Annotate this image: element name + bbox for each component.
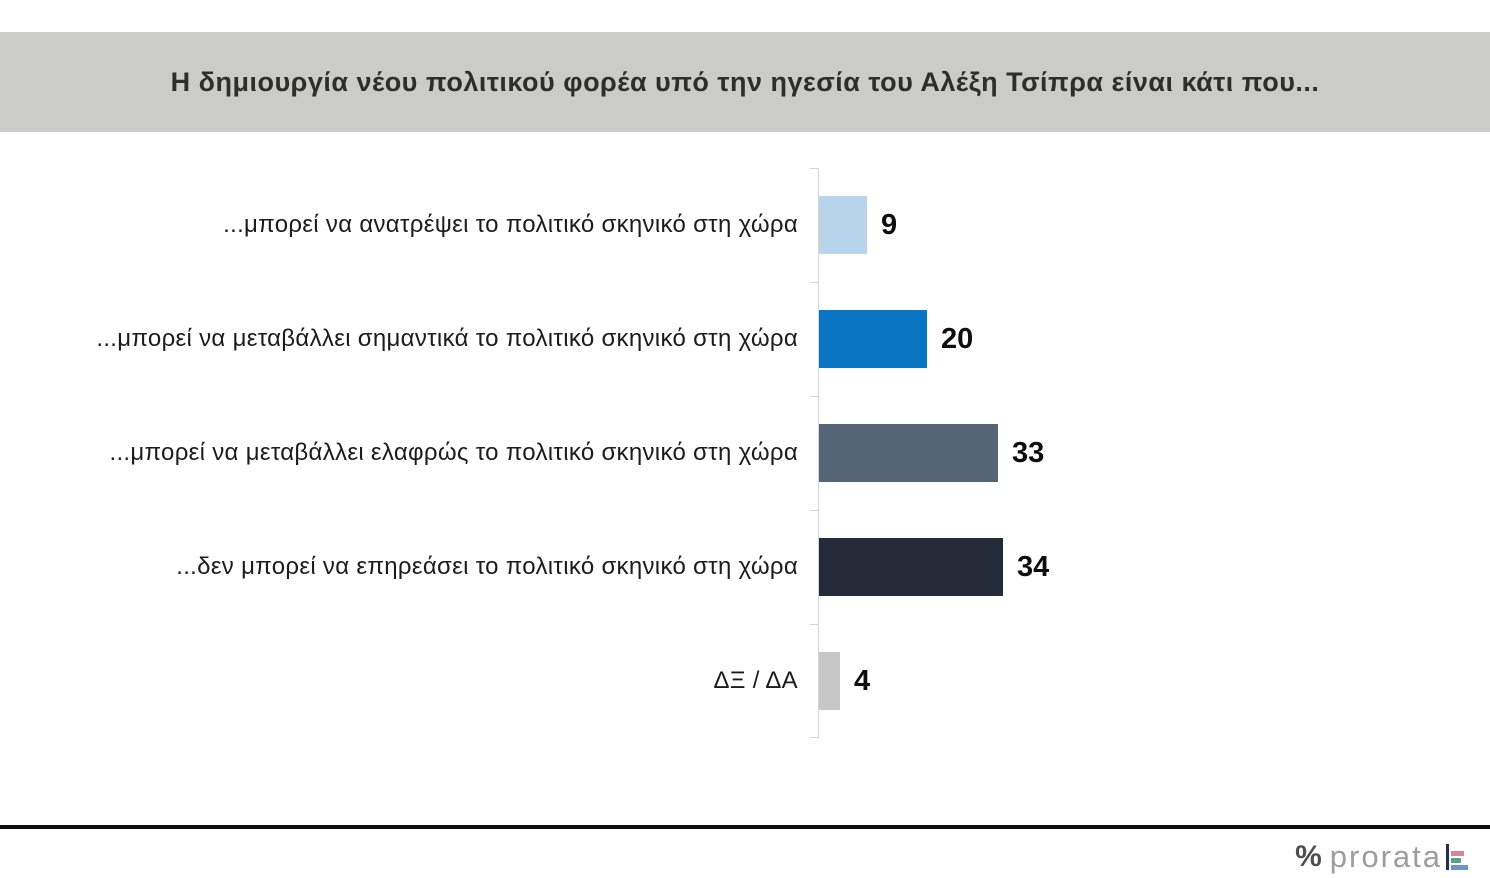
logo-mini-bar-blue xyxy=(1451,865,1468,870)
chart-title: Η δημιουργία νέου πολιτικού φορέα υπό τη… xyxy=(170,66,1320,97)
value-label: 34 xyxy=(1017,550,1050,583)
bar-zone: 9 xyxy=(818,168,1490,282)
mini-bar-chart-icon xyxy=(1446,844,1468,870)
header-band: Η δημιουργία νέου πολιτικού φορέα υπό τη… xyxy=(0,32,1490,132)
bar-fill xyxy=(818,196,867,254)
bar-row: ...δεν μπορεί να επηρεάσει το πολιτικό σ… xyxy=(0,510,1490,624)
category-label: ...μπορεί να μεταβάλλει ελαφρώς το πολιτ… xyxy=(109,439,798,466)
bar-zone: 34 xyxy=(818,510,1490,624)
axis-tick xyxy=(810,282,818,283)
bar-fill xyxy=(818,538,1003,596)
value-label: 9 xyxy=(881,208,898,241)
bar-zone: 20 xyxy=(818,282,1490,396)
prorata-logo-text: prorata xyxy=(1329,839,1442,874)
bar-row: ...μπορεί να ανατρέψει το πολιτικό σκηνι… xyxy=(0,168,1490,282)
value-label: 33 xyxy=(1012,436,1045,469)
value-label: 4 xyxy=(854,664,871,697)
logo-divider-bar xyxy=(1446,844,1449,870)
bar-row: ...μπορεί να μεταβάλλει ελαφρώς το πολιτ… xyxy=(0,396,1490,510)
axis-tick xyxy=(810,624,818,625)
percent-icon: % xyxy=(1295,840,1322,873)
category-label: ...μπορεί να μεταβάλλει σημαντικά το πολ… xyxy=(96,325,798,352)
axis-tick xyxy=(810,168,818,169)
logo-mini-bars xyxy=(1451,844,1468,870)
bar-fill xyxy=(818,652,840,710)
category-label: ...δεν μπορεί να επηρεάσει το πολιτικό σ… xyxy=(176,553,798,580)
logo-mini-bar-pink xyxy=(1451,851,1464,856)
bar-zone: 33 xyxy=(818,396,1490,510)
bar-row: ΔΞ / ΔΑ 4 xyxy=(0,624,1490,738)
category-label: ...μπορεί να ανατρέψει το πολιτικό σκηνι… xyxy=(223,211,798,238)
logo-mini-bar-green xyxy=(1451,858,1461,863)
axis-tick xyxy=(810,396,818,397)
bar-fill xyxy=(818,310,927,368)
prorata-logo: % prorata xyxy=(1295,839,1468,874)
bar-fill xyxy=(818,424,998,482)
axis-tick xyxy=(810,737,818,738)
bar-zone: 4 xyxy=(818,624,1490,738)
bar-chart: ...μπορεί να ανατρέψει το πολιτικό σκηνι… xyxy=(0,168,1490,738)
category-label: ΔΞ / ΔΑ xyxy=(713,667,798,694)
footer-rule xyxy=(0,825,1490,829)
axis-line xyxy=(810,168,819,738)
bar-row: ...μπορεί να μεταβάλλει σημαντικά το πολ… xyxy=(0,282,1490,396)
axis-tick xyxy=(810,510,818,511)
value-label: 20 xyxy=(941,322,974,355)
